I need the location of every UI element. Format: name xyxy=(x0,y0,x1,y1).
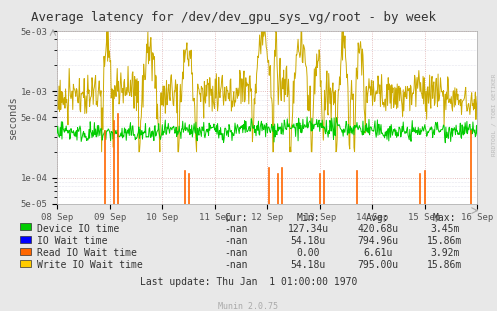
Text: 0.00: 0.00 xyxy=(296,248,320,258)
Text: 795.00u: 795.00u xyxy=(357,260,398,270)
Text: 794.96u: 794.96u xyxy=(357,236,398,246)
Text: 54.18u: 54.18u xyxy=(291,236,326,246)
Text: Cur:: Cur: xyxy=(224,213,248,223)
Text: Last update: Thu Jan  1 01:00:00 1970: Last update: Thu Jan 1 01:00:00 1970 xyxy=(140,277,357,287)
Text: Device IO time: Device IO time xyxy=(37,224,119,234)
Text: -nan: -nan xyxy=(224,248,248,258)
Text: 15.86m: 15.86m xyxy=(427,236,462,246)
Text: IO Wait time: IO Wait time xyxy=(37,236,107,246)
Text: 3.92m: 3.92m xyxy=(430,248,460,258)
Text: Min:: Min: xyxy=(296,213,320,223)
Text: 54.18u: 54.18u xyxy=(291,260,326,270)
Text: 6.61u: 6.61u xyxy=(363,248,393,258)
Text: RRDTOOL / TOBI OETIKER: RRDTOOL / TOBI OETIKER xyxy=(491,74,496,156)
Text: Write IO Wait time: Write IO Wait time xyxy=(37,260,143,270)
Text: 127.34u: 127.34u xyxy=(288,224,329,234)
Text: Avg:: Avg: xyxy=(366,213,390,223)
Y-axis label: seconds: seconds xyxy=(8,95,18,139)
Text: Max:: Max: xyxy=(433,213,457,223)
Text: -nan: -nan xyxy=(224,260,248,270)
Text: Average latency for /dev/dev_gpu_sys_vg/root - by week: Average latency for /dev/dev_gpu_sys_vg/… xyxy=(31,11,436,24)
Text: 3.45m: 3.45m xyxy=(430,224,460,234)
Text: Read IO Wait time: Read IO Wait time xyxy=(37,248,137,258)
Text: -nan: -nan xyxy=(224,224,248,234)
Text: -nan: -nan xyxy=(224,236,248,246)
Text: Munin 2.0.75: Munin 2.0.75 xyxy=(219,302,278,311)
Text: 15.86m: 15.86m xyxy=(427,260,462,270)
Text: 420.68u: 420.68u xyxy=(357,224,398,234)
